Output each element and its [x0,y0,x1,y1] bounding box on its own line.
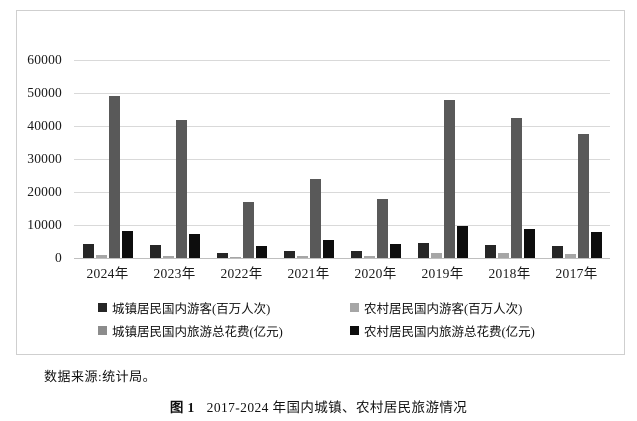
x-tick-label: 2020年 [354,266,397,281]
bar-group [409,60,476,258]
bar[interactable] [350,251,362,258]
bar[interactable] [590,231,602,258]
bar-group [275,60,342,258]
bars [476,60,543,258]
legend-swatch-icon [350,326,359,335]
bar[interactable] [175,120,187,258]
bar[interactable] [430,253,442,258]
bars [275,60,342,258]
bar[interactable] [443,100,455,258]
bar-group [476,60,543,258]
bar[interactable] [296,256,308,258]
gridline-0 [74,258,610,259]
bars [543,60,610,258]
bar[interactable] [149,245,161,258]
bar[interactable] [121,230,133,258]
legend-label: 城镇居民国内旅游总花费(亿元) [112,325,283,339]
bar[interactable] [108,95,120,258]
bars [409,60,476,258]
bars [208,60,275,258]
x-tick-label: 2019年 [421,266,464,281]
legend-swatch-icon [350,303,359,312]
bar[interactable] [389,244,401,258]
gridline-10000 [74,225,610,226]
bar[interactable] [82,243,94,258]
bar[interactable] [484,245,496,258]
bar[interactable] [551,246,563,258]
source-note: 数据来源:统计局。 [44,369,157,384]
figure-caption: 图 1 2017-2024 年国内城镇、农村居民旅游情况 [0,396,637,416]
bar[interactable] [497,252,509,258]
bar[interactable] [242,201,254,258]
x-tick-label: 2017年 [555,266,598,281]
bar-group [208,60,275,258]
bar[interactable] [456,226,468,258]
chart-legend: 城镇居民国内游客(百万人次) 农村居民国内游客(百万人次) 城镇居民国内旅游总花… [98,298,548,344]
bar[interactable] [309,179,321,258]
y-tick-label: 10000 [27,217,62,232]
plot-area [74,60,610,259]
figure-caption-text: 2017-2024 年国内城镇、农村居民旅游情况 [206,400,468,415]
legend-swatch-icon [98,326,107,335]
legend-item-urban-spending[interactable]: 城镇居民国内旅游总花费(亿元) [98,321,350,340]
x-axis-labels: 2024年 2023年 2022年 2021年 2020年 2019年 2018年 2017年 [74,262,610,282]
legend-item-rural-visitors[interactable]: 农村居民国内游客(百万人次) [350,298,522,317]
bars [74,60,141,258]
bar[interactable] [283,250,295,258]
x-tick-label: 2022年 [220,266,263,281]
bar-group [342,60,409,258]
y-tick-label: 20000 [27,184,62,199]
bar[interactable] [95,255,107,258]
legend-label: 城镇居民国内游客(百万人次) [112,302,271,316]
bar[interactable] [510,118,522,258]
gridline-20000 [74,192,610,193]
bar[interactable] [229,257,241,258]
bar[interactable] [577,133,589,258]
bar[interactable] [216,252,228,258]
bar-groups [74,60,610,258]
y-tick-label: 50000 [27,85,62,100]
bar[interactable] [162,255,174,258]
x-tick-label: 2024年 [86,266,129,281]
legend-label: 农村居民国内游客(百万人次) [364,302,523,316]
bar[interactable] [564,253,576,258]
y-axis-labels: 60000 50000 40000 30000 20000 10000 0 [0,52,68,265]
bar[interactable] [255,246,267,258]
y-tick-label: 60000 [27,52,62,67]
bar-group [74,60,141,258]
gridline-50000 [74,93,610,94]
bar[interactable] [322,239,334,258]
y-tick-label: 40000 [27,118,62,133]
legend-item-rural-spending[interactable]: 农村居民国内旅游总花费(亿元) [350,321,535,340]
bars [342,60,409,258]
y-tick-label: 0 [55,250,62,265]
bar[interactable] [376,198,388,258]
x-tick-label: 2021年 [287,266,330,281]
legend-swatch-icon [98,303,107,312]
bar-group [543,60,610,258]
y-tick-label: 30000 [27,151,62,166]
x-tick-label: 2023年 [153,266,196,281]
x-tick-label: 2018年 [488,266,531,281]
legend-row-1: 城镇居民国内游客(百万人次) 农村居民国内游客(百万人次) [98,298,548,317]
bars [141,60,208,258]
figure-caption-number: 图 1 [169,400,195,415]
legend-item-urban-visitors[interactable]: 城镇居民国内游客(百万人次) [98,298,350,317]
bar[interactable] [363,256,375,258]
bar-group [141,60,208,258]
bar[interactable] [188,233,200,258]
legend-row-2: 城镇居民国内旅游总花费(亿元) 农村居民国内旅游总花费(亿元) [98,321,548,340]
gridline-60000 [74,60,610,61]
legend-label: 农村居民国内旅游总花费(亿元) [364,325,535,339]
gridline-30000 [74,159,610,160]
bar[interactable] [417,243,429,258]
bar[interactable] [523,228,535,258]
gridline-40000 [74,126,610,127]
